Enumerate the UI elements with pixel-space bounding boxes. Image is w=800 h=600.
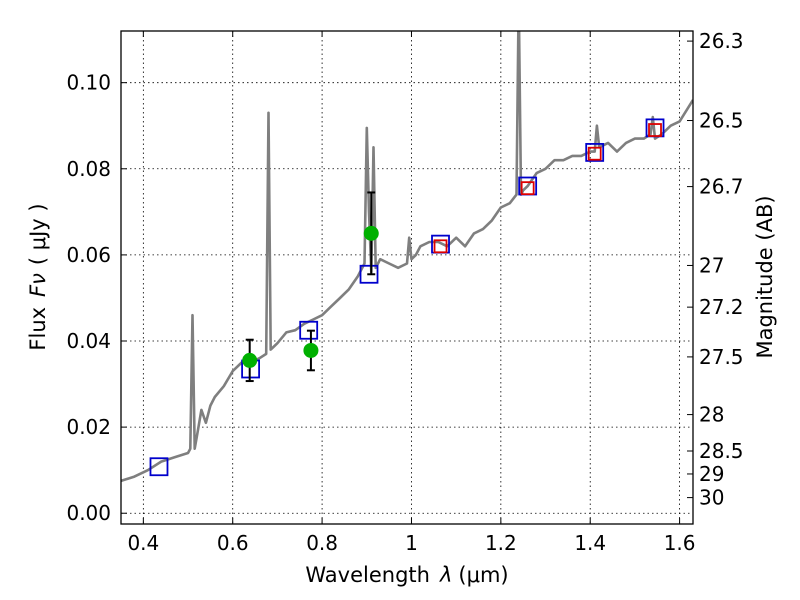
observed-photometry-square: [648, 123, 662, 137]
spectrum-line: [121, 31, 693, 483]
observed-photometry-square: [587, 146, 602, 161]
x-tick-label: 1: [405, 531, 418, 555]
x-tick-label: 1.4: [574, 531, 606, 555]
markers-layer: [149, 118, 665, 477]
x-axis-label-prefix: Wavelength: [305, 563, 430, 587]
y-axis-label-prefix: Flux: [26, 307, 50, 351]
model-photometry-square: [585, 143, 605, 162]
y-axis-label-symbol: Fν: [26, 273, 50, 297]
x-tick-labels: 0.4 0.6 0.8 1 1.2 1.4 1.6: [127, 531, 695, 555]
model-photometry-square: [299, 320, 319, 340]
observed-photometry-square: [433, 239, 448, 254]
magnitude-tick-label: 26.5: [699, 109, 744, 133]
x-tick-label: 0.4: [127, 531, 159, 555]
y-tick-label: 0.06: [66, 243, 111, 267]
magnitude-tick-label: 28: [699, 403, 724, 427]
x-tick-label: 1.2: [485, 531, 517, 555]
y-axis-label: Flux Fν ( μJy ): [26, 203, 50, 350]
measured-flux-point: [303, 342, 319, 358]
x-tick-label: 0.8: [306, 531, 338, 555]
magnitude-tick-label: 27: [699, 253, 724, 277]
y2-axis-label: Magnitude (AB): [753, 195, 777, 358]
plot-area: [121, 31, 693, 483]
model-photometry-square: [149, 457, 169, 477]
grid: [121, 31, 693, 524]
y-tick-label: 0.04: [66, 329, 111, 353]
model-photometry-square: [359, 264, 379, 284]
magnitude-tick-label: 26.7: [699, 175, 744, 199]
measured-flux-point: [363, 225, 379, 241]
x-axis-label-unit: (μm): [458, 563, 508, 587]
magnitude-tick-label: 27.5: [699, 345, 744, 369]
plot-frame: [120, 30, 694, 525]
x-tick-label: 1.6: [664, 531, 696, 555]
magnitude-tick-label: 29: [699, 462, 724, 486]
spectrum-layer: [121, 31, 693, 483]
measured-flux-point: [242, 352, 258, 368]
ticks: [121, 31, 693, 524]
magnitude-tick-label: 28.5: [699, 439, 744, 463]
observed-photometry-square: [520, 181, 535, 196]
y-tick-labels: 0.00 0.02 0.04 0.06 0.08 0.10: [66, 71, 111, 526]
y-tick-label: 0.00: [66, 501, 111, 525]
x-axis-label-symbol: λ: [439, 563, 452, 587]
y-tick-label: 0.10: [66, 71, 111, 95]
magnitude-tick-label: 27.2: [699, 295, 744, 319]
y-tick-label: 0.02: [66, 415, 111, 439]
y-axis-label-unit: ( μJy ): [26, 203, 50, 265]
x-tick-label: 0.6: [217, 531, 249, 555]
magnitude-tick-label: 30: [699, 486, 724, 510]
x-axis-label: Wavelength λ (μm): [305, 563, 508, 587]
y-tick-label: 0.08: [66, 157, 111, 181]
magnitude-tick-label: 26.3: [699, 29, 744, 53]
